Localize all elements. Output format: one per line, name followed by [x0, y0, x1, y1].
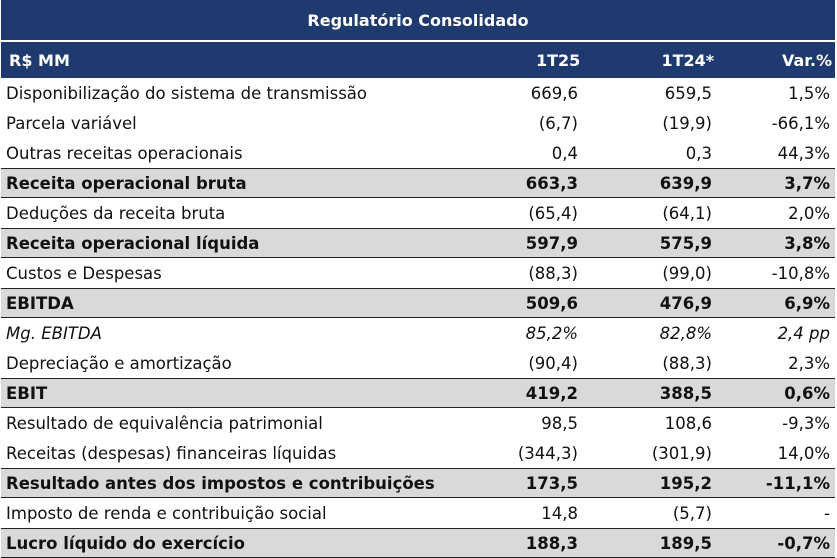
subtotal-row: EBIT 419,2 388,5 0,6%	[1, 378, 835, 408]
row-value-1t25: 14,8	[541, 503, 578, 523]
row-value-var: -9,3%	[782, 413, 830, 433]
row-value-1t25: 509,6	[525, 293, 578, 313]
row-value-var: -10,8%	[771, 263, 830, 283]
row-label: Mg. EBITDA	[6, 323, 102, 343]
table-row: Disponibilização do sistema de transmiss…	[1, 78, 835, 108]
table-row: Mg. EBITDA 85,2% 82,8% 2,4 pp	[1, 318, 835, 348]
row-value-1t25: 98,5	[541, 413, 578, 433]
row-label: Receita operacional líquida	[6, 233, 260, 253]
table-row: Parcela variável (6,7) (19,9) -66,1%	[1, 108, 835, 138]
row-label: Parcela variável	[6, 113, 137, 133]
row-value-var: 0,6%	[784, 383, 830, 403]
row-value-1t25: (65,4)	[528, 203, 578, 223]
row-value-1t25: (90,4)	[528, 353, 578, 373]
table-row: Depreciação e amortização (90,4) (88,3) 2,3…	[1, 348, 835, 378]
row-value-1t24: (88,3)	[662, 353, 712, 373]
row-value-var: 1,5%	[788, 83, 830, 103]
row-value-1t24: 82,8%	[659, 323, 712, 343]
row-value-1t24: 659,5	[664, 83, 712, 103]
row-value-var: -	[824, 503, 830, 523]
row-value-1t25: 419,2	[525, 383, 578, 403]
table-header: R$ MM 1T25 1T24* Var.%	[1, 42, 835, 78]
row-value-1t24: 0,3	[685, 143, 712, 163]
table-row: Outras receitas operacionais 0,4 0,3 44,3%	[1, 138, 835, 168]
row-value-1t24: 108,6	[664, 413, 712, 433]
row-value-1t24: (99,0)	[662, 263, 712, 283]
table-row: Deduções da receita bruta (65,4) (64,1) 2,0…	[1, 198, 835, 228]
row-value-1t25: (88,3)	[528, 263, 578, 283]
header-unit: R$ MM	[9, 50, 70, 70]
row-value-1t25: 663,3	[525, 173, 578, 193]
row-value-1t24: (301,9)	[651, 443, 712, 463]
row-value-1t24: 476,9	[659, 293, 712, 313]
row-value-1t25: 0,4	[551, 143, 578, 163]
row-label: Disponibilização do sistema de transmiss…	[6, 83, 368, 103]
row-value-1t25: 188,3	[525, 533, 578, 553]
table-row: Receitas (despesas) financeiras líquidas…	[1, 438, 835, 468]
row-value-var: 2,3%	[788, 353, 830, 373]
row-label: Lucro líquido do exercício	[6, 533, 245, 553]
row-value-var: -11,1%	[765, 473, 830, 493]
row-label: Depreciação e amortização	[6, 353, 232, 373]
row-value-var: 2,4 pp	[777, 323, 830, 343]
row-label: Receita operacional bruta	[6, 173, 247, 193]
table-title: Regulatório Consolidado	[1, 0, 835, 42]
row-label: Resultado antes dos impostos e contribui…	[6, 473, 435, 493]
row-value-1t25: 85,2%	[525, 323, 578, 343]
row-label: Receitas (despesas) financeiras líquidas	[6, 443, 337, 463]
row-value-1t24: 639,9	[659, 173, 712, 193]
row-label: EBIT	[6, 383, 48, 403]
table-row: Custos e Despesas (88,3) (99,0) -10,8%	[1, 258, 835, 288]
row-value-1t24: 388,5	[659, 383, 712, 403]
subtotal-row: Lucro líquido do exercício 188,3 189,5 -0,7…	[1, 528, 835, 558]
row-value-var: 3,7%	[784, 173, 830, 193]
row-value-1t25: 173,5	[525, 473, 578, 493]
row-value-1t24: (64,1)	[662, 203, 712, 223]
row-label: Imposto de renda e contribuição social	[6, 503, 327, 523]
row-label: Resultado de equivalência patrimonial	[6, 413, 323, 433]
row-label: Deduções da receita bruta	[6, 203, 226, 223]
subtotal-row: Receita operacional líquida 597,9 575,9 3,8…	[1, 228, 835, 258]
row-value-1t24: (5,7)	[672, 503, 712, 523]
row-value-var: 3,8%	[784, 233, 830, 253]
row-value-var: 14,0%	[777, 443, 830, 463]
row-value-var: 6,9%	[784, 293, 830, 313]
row-value-1t25: 669,6	[530, 83, 578, 103]
row-label: Custos e Despesas	[6, 263, 162, 283]
row-value-var: 44,3%	[777, 143, 830, 163]
table-row: Resultado de equivalência patrimonial 98,…	[1, 408, 835, 438]
row-label: Outras receitas operacionais	[6, 143, 243, 163]
row-value-1t25: (6,7)	[538, 113, 578, 133]
subtotal-row: Receita operacional bruta 663,3 639,9 3,7%	[1, 168, 835, 198]
row-value-1t25: (344,3)	[517, 443, 578, 463]
row-value-1t24: 189,5	[659, 533, 712, 553]
header-col-var: Var.%	[781, 50, 832, 70]
row-value-1t24: 195,2	[659, 473, 712, 493]
row-value-1t25: 597,9	[525, 233, 578, 253]
row-value-var: 2,0%	[788, 203, 830, 223]
table-body: Disponibilização do sistema de transmiss…	[1, 78, 835, 558]
header-col-1t24: 1T24*	[661, 50, 715, 70]
row-value-1t24: (19,9)	[662, 113, 712, 133]
row-value-var: -0,7%	[777, 533, 830, 553]
row-value-1t24: 575,9	[659, 233, 712, 253]
row-label: EBITDA	[6, 293, 74, 313]
subtotal-row: EBITDA 509,6 476,9 6,9%	[1, 288, 835, 318]
header-col-1t25: 1T25	[535, 50, 581, 70]
subtotal-row: Resultado antes dos impostos e contribui…	[1, 468, 835, 498]
table-row: Imposto de renda e contribuição social 14…	[1, 498, 835, 528]
row-value-var: -66,1%	[771, 113, 830, 133]
